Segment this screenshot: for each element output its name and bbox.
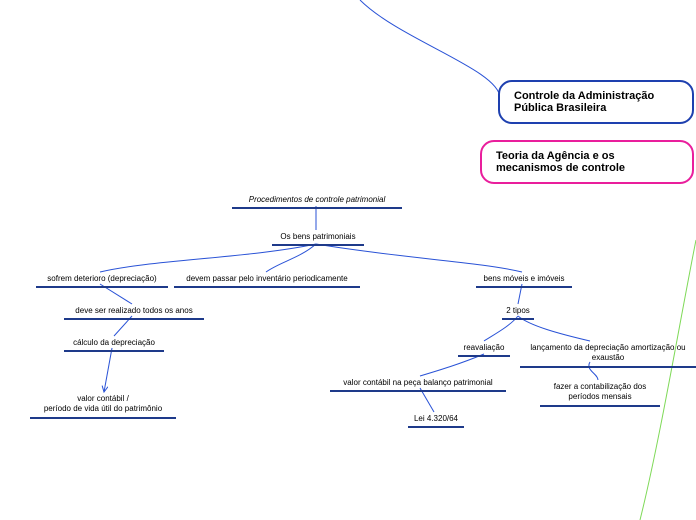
- mindmap-node-bens[interactable]: Os bens patrimoniais: [272, 232, 364, 246]
- connector: [360, 0, 500, 98]
- mindmap-node-tipos[interactable]: 2 tipos: [502, 306, 534, 320]
- connector: [100, 244, 316, 272]
- connection-layer: [0, 0, 696, 520]
- mindmap-node-calculo[interactable]: cálculo da depreciação: [64, 338, 164, 352]
- mindmap-node-valor[interactable]: valor contábil / período de vida útil do…: [30, 394, 176, 419]
- mindmap-node-lei[interactable]: Lei 4.320/64: [408, 414, 464, 428]
- mindmap-node-deveser[interactable]: deve ser realizado todos os anos: [64, 306, 204, 320]
- mindmap-node-lanc[interactable]: lançamento da depreciação amortização ou…: [520, 343, 696, 368]
- mindmap-node-reaval[interactable]: reavaliação: [458, 343, 510, 357]
- mindmap-node-moveis[interactable]: bens móveis e imóveis: [476, 274, 572, 288]
- mindmap-node-fazer[interactable]: fazer a contabilização dos períodos mens…: [540, 382, 660, 407]
- box-label: Controle da Administração Pública Brasil…: [514, 90, 654, 114]
- connector: [316, 244, 522, 272]
- box-label: Teoria da Agência e os mecanismos de con…: [496, 150, 625, 174]
- mindmap-node-sofrem[interactable]: sofrem deterioro (depreciação): [36, 274, 168, 288]
- connector: [266, 244, 316, 272]
- topic-box-controle[interactable]: Controle da Administração Pública Brasil…: [498, 80, 694, 124]
- connector: [104, 348, 112, 392]
- mindmap-node-devem[interactable]: devem passar pelo inventário periodicame…: [174, 274, 360, 288]
- mindmap-node-root[interactable]: Procedimentos de controle patrimonial: [232, 195, 402, 209]
- connector: [640, 240, 696, 520]
- topic-box-teoria[interactable]: Teoria da Agência e os mecanismos de con…: [480, 140, 694, 184]
- mindmap-node-valorcontabil[interactable]: valor contábil na peça balanço patrimoni…: [330, 378, 506, 392]
